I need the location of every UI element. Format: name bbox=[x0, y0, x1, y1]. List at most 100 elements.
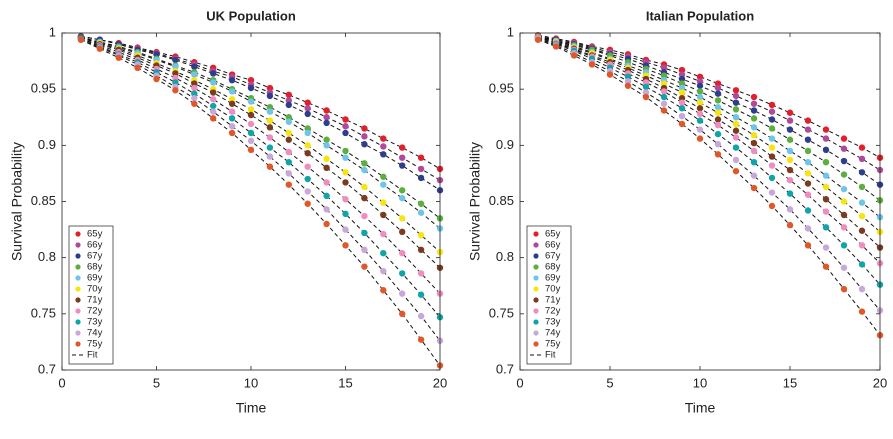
data-point bbox=[804, 180, 812, 187]
data-point bbox=[822, 135, 830, 142]
data-point bbox=[361, 194, 368, 202]
data-point bbox=[840, 264, 848, 271]
data-point bbox=[153, 51, 160, 58]
data-point bbox=[210, 115, 217, 122]
legend-marker bbox=[533, 264, 539, 270]
data-point bbox=[732, 134, 740, 141]
data-point bbox=[750, 139, 758, 147]
legend-label: 70y bbox=[545, 284, 561, 295]
legend-marker bbox=[75, 308, 81, 314]
data-point bbox=[361, 229, 368, 237]
data-point bbox=[804, 225, 812, 232]
legend-label: 73y bbox=[87, 317, 103, 328]
data-point bbox=[210, 96, 217, 103]
data-point bbox=[247, 137, 255, 145]
y-tick-label: 0.7 bbox=[496, 361, 514, 376]
legend-marker bbox=[75, 242, 81, 248]
data-point bbox=[750, 115, 758, 122]
data-point bbox=[858, 199, 866, 206]
data-point bbox=[732, 120, 740, 128]
data-point bbox=[417, 291, 425, 298]
data-point bbox=[786, 190, 794, 197]
data-point bbox=[696, 73, 704, 81]
data-point bbox=[285, 91, 292, 98]
x-tick-label: 20 bbox=[873, 375, 887, 390]
data-point bbox=[678, 80, 686, 87]
data-point bbox=[228, 76, 236, 84]
data-point bbox=[858, 169, 866, 176]
x-tick-label: 10 bbox=[244, 375, 258, 390]
data-point bbox=[840, 157, 848, 165]
data-point bbox=[96, 45, 104, 52]
data-point bbox=[304, 110, 311, 118]
data-point bbox=[342, 196, 349, 203]
data-point bbox=[304, 142, 311, 149]
data-point bbox=[247, 76, 255, 84]
data-point bbox=[399, 249, 406, 257]
data-point bbox=[696, 78, 704, 85]
data-point bbox=[172, 70, 179, 77]
x-axis-label: Time bbox=[236, 400, 267, 416]
data-point bbox=[714, 103, 722, 111]
data-point bbox=[399, 228, 406, 236]
data-point bbox=[696, 93, 704, 101]
data-point bbox=[642, 79, 650, 86]
data-point bbox=[714, 84, 722, 92]
data-point bbox=[858, 261, 866, 268]
data-point bbox=[660, 107, 668, 114]
data-point bbox=[266, 84, 274, 92]
panel: UK Population Time Survival Probability 0 5 1… bbox=[9, 8, 448, 415]
data-point bbox=[768, 202, 776, 210]
data-point bbox=[786, 136, 794, 143]
data-point bbox=[399, 215, 406, 222]
data-point bbox=[247, 111, 255, 119]
data-point bbox=[732, 156, 740, 164]
data-point bbox=[285, 118, 292, 125]
data-point bbox=[768, 101, 776, 109]
data-point bbox=[417, 165, 425, 173]
legend-label: 72y bbox=[545, 306, 561, 317]
y-tick-label: 0.9 bbox=[496, 137, 514, 152]
fit-line bbox=[80, 35, 441, 170]
data-point bbox=[323, 114, 330, 121]
data-point bbox=[285, 129, 292, 137]
chart-title: Italian Population bbox=[646, 8, 754, 23]
data-point bbox=[153, 75, 160, 83]
data-point bbox=[678, 71, 686, 78]
legend-marker bbox=[75, 330, 81, 336]
data-point bbox=[804, 191, 812, 198]
legend-label: 69y bbox=[87, 273, 103, 284]
legend-label: 65y bbox=[87, 229, 103, 240]
data-point bbox=[786, 117, 794, 124]
data-point bbox=[361, 125, 368, 132]
data-point bbox=[786, 221, 794, 229]
legend-marker bbox=[533, 231, 539, 237]
data-point bbox=[732, 144, 740, 151]
data-point bbox=[191, 90, 198, 97]
data-point bbox=[417, 312, 425, 320]
data-point bbox=[323, 136, 330, 143]
y-axis-label: Survival Probability bbox=[467, 142, 483, 261]
data-point bbox=[342, 242, 349, 249]
data-point bbox=[342, 123, 349, 130]
data-point bbox=[840, 198, 848, 205]
data-point bbox=[399, 154, 406, 161]
legend-label: 74y bbox=[545, 328, 561, 339]
data-point bbox=[858, 212, 866, 220]
data-point bbox=[285, 158, 292, 166]
fit-line bbox=[80, 37, 441, 219]
data-point bbox=[285, 170, 292, 177]
fit-line bbox=[80, 39, 441, 342]
data-point bbox=[714, 130, 722, 138]
data-point bbox=[228, 129, 236, 137]
data-point bbox=[660, 72, 668, 79]
data-point bbox=[606, 71, 614, 78]
data-point bbox=[228, 108, 236, 115]
data-point bbox=[323, 142, 330, 149]
legend-marker bbox=[75, 286, 81, 292]
data-point bbox=[768, 162, 776, 169]
data-point bbox=[417, 200, 425, 207]
data-point bbox=[399, 162, 406, 169]
data-point bbox=[822, 224, 830, 231]
data-point bbox=[696, 82, 704, 89]
